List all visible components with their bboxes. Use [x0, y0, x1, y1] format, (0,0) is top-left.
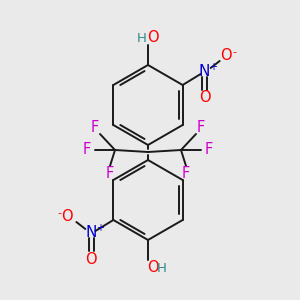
- Text: F: F: [197, 119, 205, 134]
- Text: N: N: [199, 64, 210, 80]
- Text: -: -: [232, 47, 237, 57]
- Text: +: +: [96, 223, 104, 233]
- Text: O: O: [199, 91, 211, 106]
- Text: O: O: [220, 49, 232, 64]
- Text: H: H: [137, 32, 147, 44]
- Text: -: -: [57, 208, 62, 218]
- Text: N: N: [86, 226, 97, 241]
- Text: F: F: [205, 142, 213, 158]
- Text: O: O: [147, 31, 159, 46]
- Text: O: O: [61, 209, 73, 224]
- Text: F: F: [91, 119, 99, 134]
- Text: H: H: [157, 262, 167, 275]
- Text: +: +: [208, 62, 217, 72]
- Text: O: O: [85, 251, 97, 266]
- Text: F: F: [83, 142, 91, 158]
- Text: O: O: [147, 260, 159, 275]
- Text: F: F: [182, 167, 190, 182]
- Text: F: F: [106, 167, 114, 182]
